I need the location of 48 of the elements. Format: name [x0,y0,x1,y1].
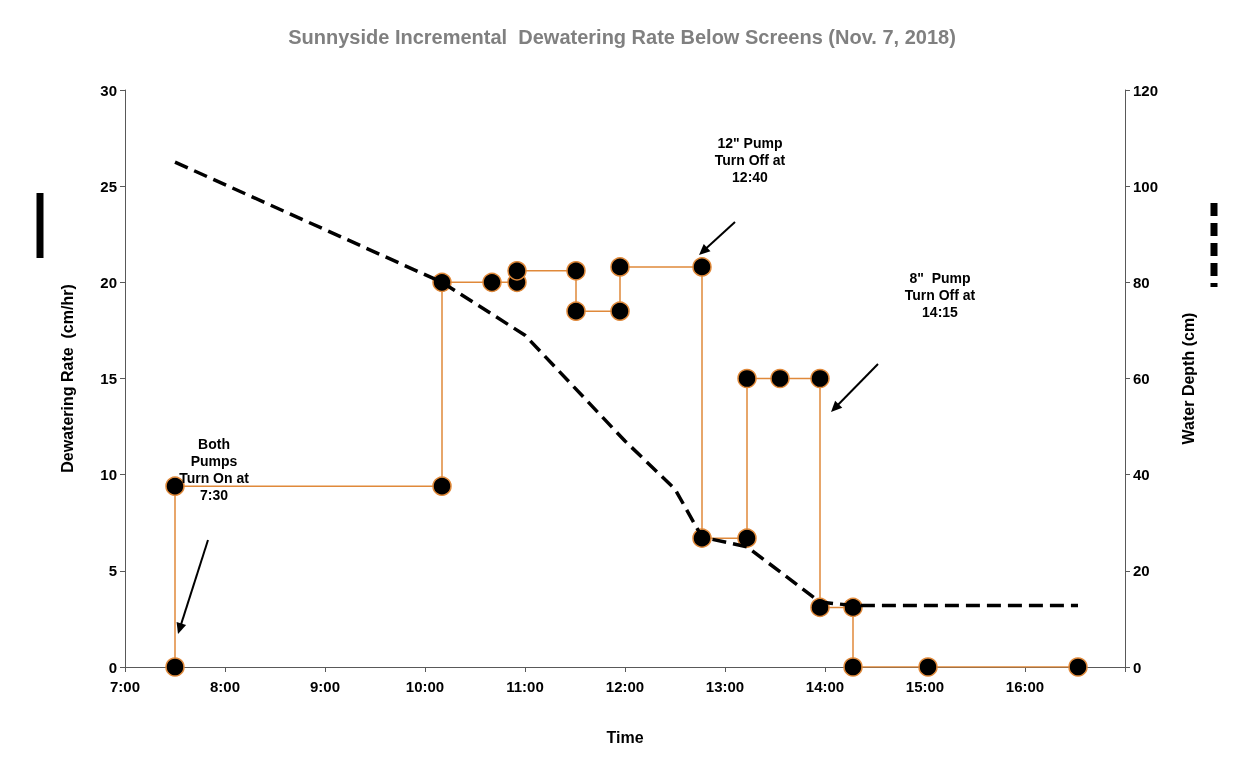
y2-tick-label: 80 [1133,273,1150,291]
point [692,257,712,277]
y2-axis-title: Water Depth (cm) [1179,312,1197,445]
y-tick-label: 5 [108,562,117,580]
y-axis-title: Dewatering Rate (cm/hr) [58,284,76,473]
chart-title: Sunnyside Incremental Dewatering Rate Below Screens (Nov. 7, 2018) [288,26,956,48]
point [737,368,757,389]
x-tick-label: 7:00 [109,678,141,695]
point [566,301,586,321]
point [1068,657,1088,677]
annotation: Both Pumps Turn On at 7:30 [179,436,249,504]
point [810,597,830,618]
annotation: 8" Pump Turn Off at 14:15 [904,269,976,321]
point [566,261,586,281]
point [507,261,527,281]
y-tick-label: 20 [100,273,117,291]
point [770,368,790,389]
y2-tick-label: 0 [1133,658,1142,676]
x-tick-label: 10:00 [405,678,445,695]
y2-tick-label: 40 [1133,466,1150,484]
y-tick-label: 10 [100,466,117,484]
y2-tick-label: 60 [1133,370,1150,387]
y2-tick-label: 20 [1133,562,1150,580]
x-tick-label: 11:00 [506,678,544,695]
y-tick-label: 30 [100,81,117,99]
x-axis-title: Time [606,728,644,746]
point [737,528,757,548]
point [432,476,452,496]
x-tick-label: 9:00 [309,678,341,695]
point [482,272,502,293]
point [165,657,185,677]
x-tick-label: 16:00 [1005,678,1045,695]
point [610,301,630,321]
y-tick-label: 0 [108,658,117,676]
point [810,368,830,389]
x-tick-label: 12:00 [605,678,645,695]
x-tick-label: 13:00 [705,678,745,695]
x-tick-label: 15:00 [905,678,945,695]
y-tick-label: 25 [100,177,117,195]
point [918,657,938,677]
point [843,657,863,677]
x-tick-label: 14:00 [805,678,845,695]
x-tick-label: 8:00 [209,678,241,695]
y2-tick-label: 100 [1133,177,1159,195]
y-tick-label: 15 [100,370,117,387]
y2-tick-label: 120 [1133,81,1159,99]
annotation: 12" Pump Turn Off at 12:40 [714,134,786,186]
point [610,257,630,277]
